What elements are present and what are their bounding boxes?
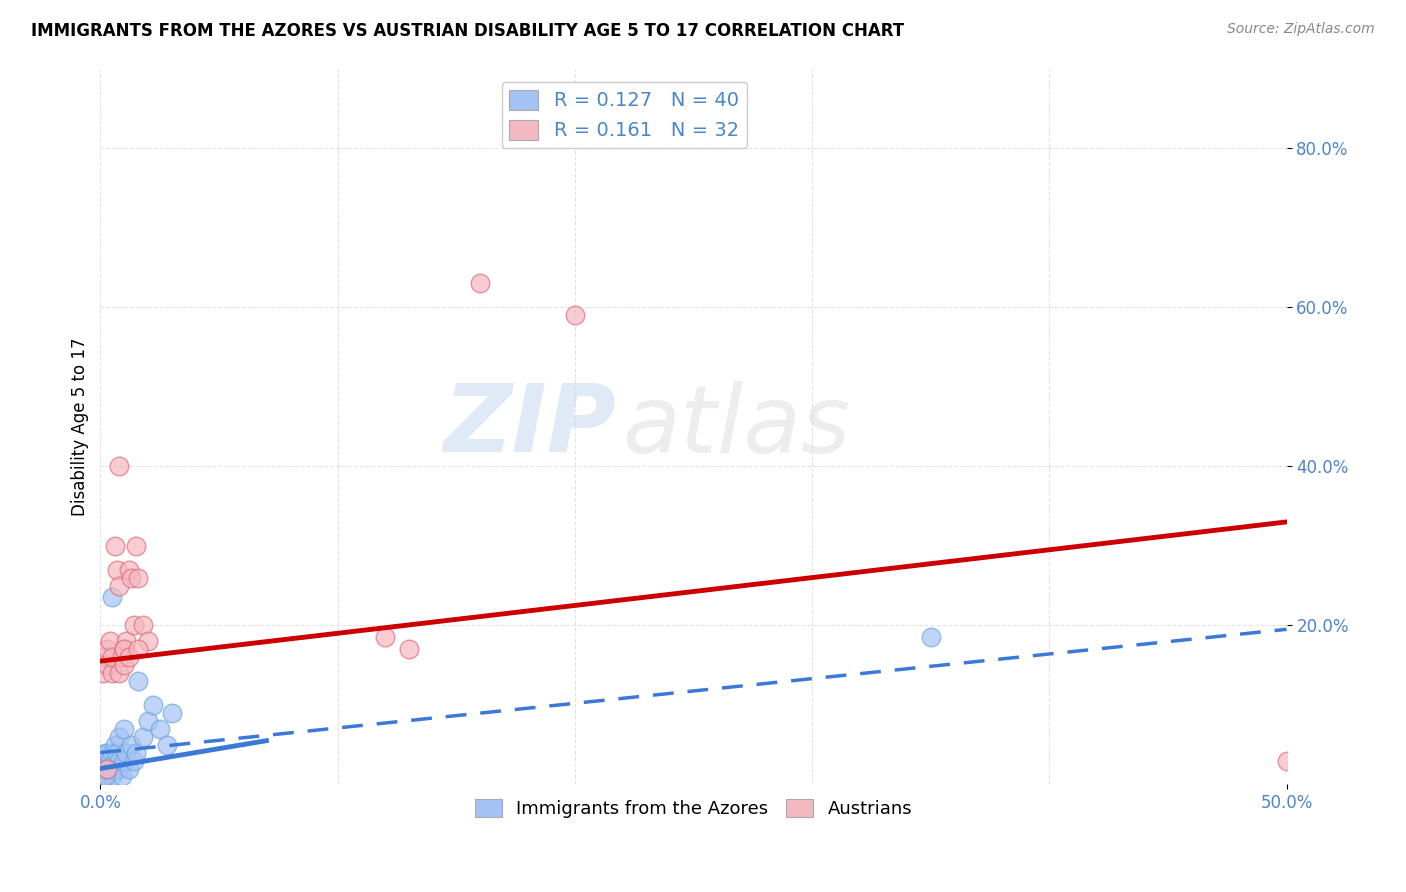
Point <box>108 459 131 474</box>
Point <box>108 754 131 768</box>
Point <box>156 738 179 752</box>
Text: Source: ZipAtlas.com: Source: ZipAtlas.com <box>1227 22 1375 37</box>
Text: atlas: atlas <box>623 381 851 472</box>
Point <box>374 630 396 644</box>
Point <box>564 308 586 322</box>
Point <box>101 650 124 665</box>
Point <box>115 746 138 760</box>
Point <box>94 769 117 783</box>
Point <box>101 762 124 776</box>
Point <box>98 754 121 768</box>
Point <box>136 714 159 728</box>
Point <box>111 769 134 783</box>
Point <box>111 650 134 665</box>
Point <box>920 630 942 644</box>
Point <box>105 762 128 776</box>
Point <box>112 642 135 657</box>
Point <box>101 591 124 605</box>
Point <box>101 769 124 783</box>
Point <box>96 769 118 783</box>
Point <box>132 730 155 744</box>
Point <box>112 754 135 768</box>
Point <box>98 634 121 648</box>
Legend: Immigrants from the Azores, Austrians: Immigrants from the Azores, Austrians <box>467 792 920 825</box>
Point <box>101 746 124 760</box>
Point <box>115 634 138 648</box>
Point <box>103 762 125 776</box>
Point <box>112 722 135 736</box>
Point <box>101 666 124 681</box>
Point <box>96 754 118 768</box>
Point <box>94 769 117 783</box>
Point <box>125 746 148 760</box>
Point <box>398 642 420 657</box>
Point <box>91 754 114 768</box>
Point <box>105 563 128 577</box>
Point <box>122 618 145 632</box>
Point <box>132 618 155 632</box>
Point <box>141 698 163 712</box>
Point <box>118 650 141 665</box>
Point <box>127 571 149 585</box>
Point <box>118 563 141 577</box>
Point <box>160 706 183 720</box>
Point <box>96 642 118 657</box>
Point <box>105 746 128 760</box>
Point <box>94 650 117 665</box>
Point <box>91 762 114 776</box>
Point <box>103 754 125 768</box>
Point <box>94 746 117 760</box>
Point <box>1275 754 1298 768</box>
Point <box>96 746 118 760</box>
Point <box>96 762 118 776</box>
Point <box>112 642 135 657</box>
Point <box>125 539 148 553</box>
Point <box>96 762 118 776</box>
Point <box>103 738 125 752</box>
Text: IMMIGRANTS FROM THE AZORES VS AUSTRIAN DISABILITY AGE 5 TO 17 CORRELATION CHART: IMMIGRANTS FROM THE AZORES VS AUSTRIAN D… <box>31 22 904 40</box>
Point <box>118 762 141 776</box>
Point <box>108 578 131 592</box>
Point <box>468 277 491 291</box>
Point <box>120 738 142 752</box>
Point <box>91 666 114 681</box>
Point <box>136 634 159 648</box>
Point <box>127 673 149 688</box>
Point <box>103 539 125 553</box>
Point <box>127 642 149 657</box>
Point <box>108 666 131 681</box>
Point <box>108 730 131 744</box>
Point <box>112 658 135 673</box>
Y-axis label: Disability Age 5 to 17: Disability Age 5 to 17 <box>72 337 89 516</box>
Text: ZIP: ZIP <box>443 381 616 473</box>
Point <box>149 722 172 736</box>
Point <box>122 754 145 768</box>
Point <box>120 571 142 585</box>
Point <box>108 762 131 776</box>
Point <box>96 658 118 673</box>
Point <box>94 762 117 776</box>
Point <box>98 762 121 776</box>
